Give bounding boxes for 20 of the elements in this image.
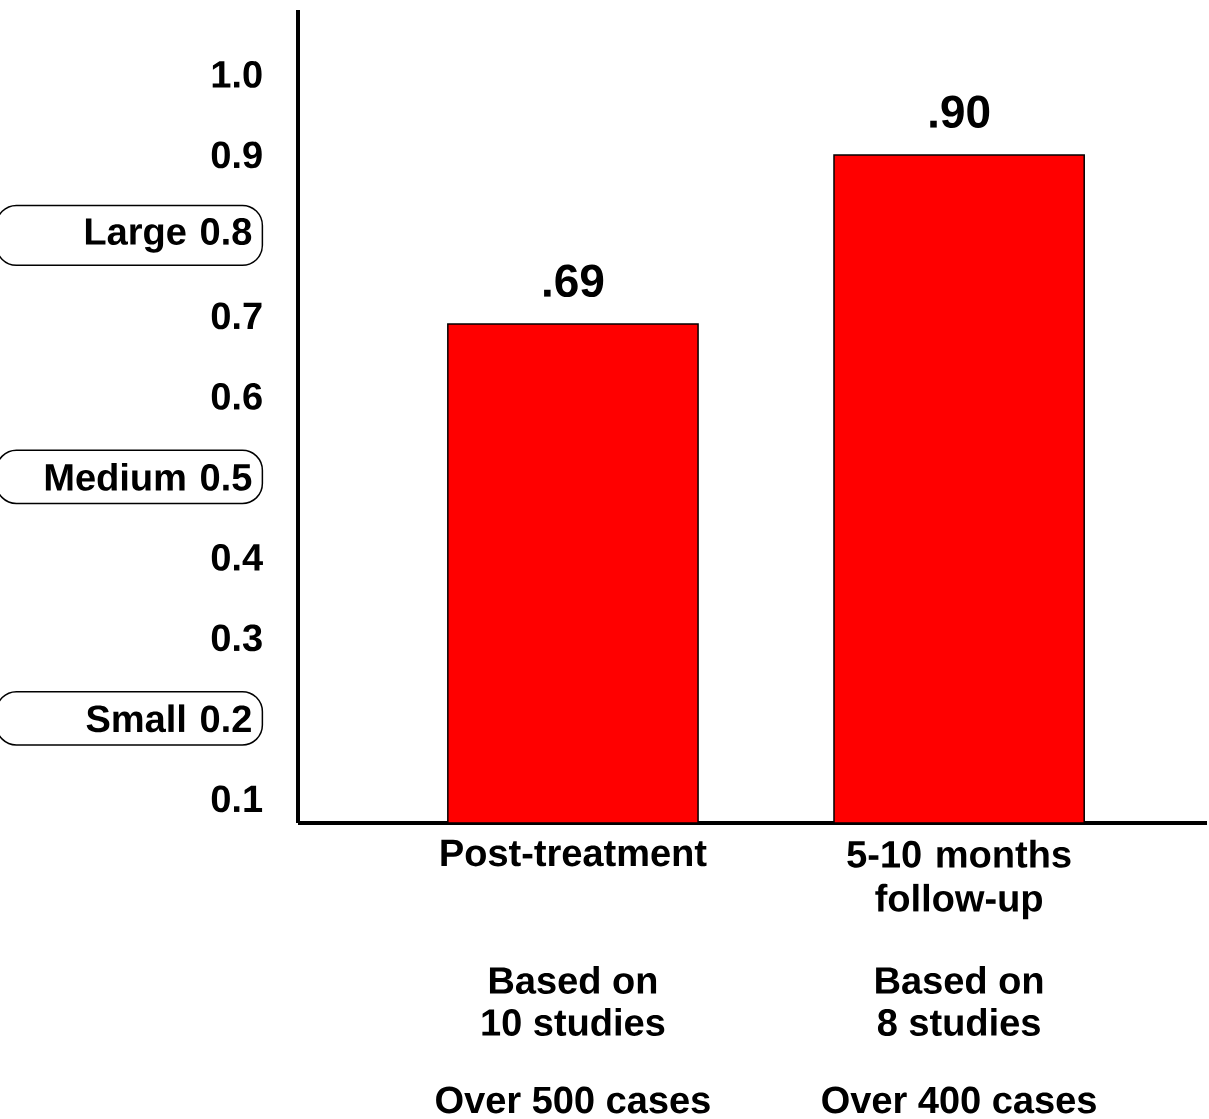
y-tick-label: 0.3	[211, 624, 262, 652]
y-tick-label: Medium 0.5	[45, 462, 252, 491]
data-label: .69	[544, 264, 604, 298]
y-tick-label: 1.0	[212, 60, 262, 88]
x-tick-label: 5-10 months follow-up	[847, 839, 1071, 920]
y-tick-label: 0.1	[211, 785, 263, 813]
text: 8 studies	[877, 1008, 1040, 1036]
text: Based on	[876, 966, 1043, 994]
y-tick-label: Large 0.8	[85, 218, 252, 253]
y-tick-label: 0.4	[211, 543, 263, 571]
y-tick-label: 0.6	[211, 382, 262, 410]
text: Based on	[489, 966, 657, 994]
text: Over 500 cases	[436, 1086, 710, 1114]
text: 10 studies	[482, 1008, 665, 1036]
x-tick-label: Post-treatment	[441, 839, 707, 867]
text: Over 400 cases	[822, 1086, 1096, 1114]
y-tick-label: 0.9	[211, 141, 262, 169]
data-label: .90	[930, 95, 990, 129]
y-tick-label: Small 0.2	[86, 704, 251, 733]
y-tick-label: 0.7	[211, 302, 262, 330]
